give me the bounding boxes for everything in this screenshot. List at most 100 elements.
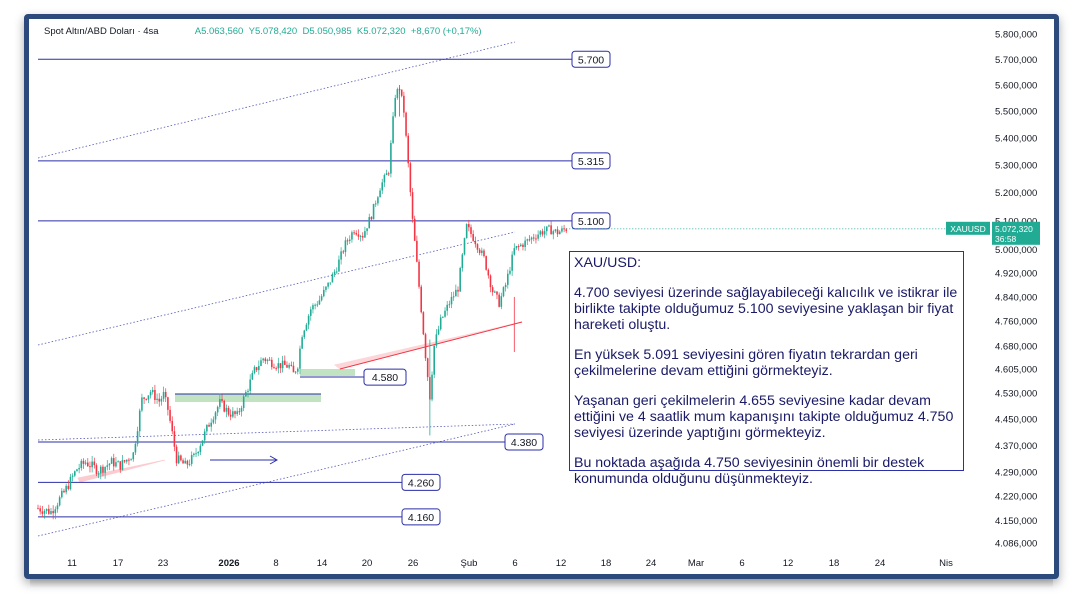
candle-body — [550, 225, 552, 235]
y-tick-label: 5.600,000 — [995, 80, 1037, 91]
candle-body — [491, 287, 494, 293]
candle-body — [340, 251, 342, 260]
candle-body — [411, 192, 414, 219]
x-tick-label: 6 — [512, 558, 517, 569]
candle-body — [452, 296, 455, 298]
x-tick-label: 23 — [158, 558, 169, 569]
candle-body — [294, 371, 297, 373]
candle-body — [50, 511, 52, 514]
candle-body — [245, 392, 247, 397]
candle-body — [303, 330, 306, 338]
candle-body — [418, 261, 420, 287]
candle-body — [433, 345, 435, 375]
x-tick-label: 8 — [273, 558, 278, 569]
candle-body — [301, 337, 303, 349]
candle-body — [504, 284, 507, 288]
y-tick-label: 5.000,000 — [995, 245, 1037, 256]
candle-body — [439, 317, 442, 330]
candle-body — [374, 203, 377, 205]
candle-body — [80, 460, 83, 469]
candle-body — [470, 227, 472, 235]
candle-body — [455, 289, 457, 297]
candle-body — [444, 310, 446, 317]
candle-body — [329, 282, 332, 284]
y-tick-label: 4.605,000 — [995, 365, 1037, 376]
candle-body — [519, 244, 522, 247]
candle-body — [483, 250, 485, 257]
y-tick-label: 4.370,000 — [995, 441, 1037, 452]
candle-body — [463, 238, 466, 255]
candle-body — [407, 135, 410, 164]
legend-close: 5.072,320 — [363, 26, 406, 37]
candle-body — [214, 412, 217, 420]
candle-body — [450, 296, 453, 305]
level-label: 5.100 — [578, 216, 604, 228]
candle-body — [489, 275, 492, 288]
level-label: 4.580 — [372, 372, 398, 384]
candle-body — [121, 460, 124, 470]
candle-body — [156, 398, 158, 400]
candle-body — [320, 296, 323, 301]
candle-body — [481, 250, 483, 253]
candle-body — [335, 271, 338, 273]
candle-body — [565, 229, 568, 232]
legend-high: 5.078,420 — [254, 26, 298, 37]
candle-body — [530, 237, 533, 240]
candle-body — [305, 324, 308, 331]
candle-body — [476, 244, 479, 250]
y-tick-label: 4.450,000 — [995, 414, 1037, 425]
candle-body — [71, 475, 74, 477]
level-label-box — [504, 433, 544, 451]
candle-body — [558, 231, 561, 235]
candle-body — [327, 282, 329, 287]
candle-body — [58, 497, 61, 506]
candle-body — [69, 476, 72, 489]
candle-body — [422, 312, 425, 335]
candle-body — [290, 364, 293, 366]
candle-body — [275, 368, 277, 370]
candle-body — [138, 410, 141, 432]
candle-body — [524, 240, 526, 247]
candle-body — [225, 407, 228, 412]
candle-body — [210, 422, 212, 427]
candle-body — [331, 274, 334, 283]
level-label: 4.160 — [408, 512, 434, 524]
candle-body — [255, 367, 258, 371]
candle-body — [532, 237, 535, 239]
candle-body — [351, 232, 353, 240]
candle-body — [563, 228, 565, 230]
x-tick-label: 24 — [646, 558, 657, 569]
y-tick-label: 5.200,000 — [995, 188, 1037, 199]
candle-body — [431, 374, 433, 400]
legend-high-label: Y — [248, 26, 255, 37]
candle-body — [364, 231, 366, 238]
candle-body — [377, 197, 379, 204]
y-tick-label: 4.760,000 — [995, 317, 1037, 328]
candle-body — [297, 368, 299, 372]
y-tick-label: 4.086,000 — [995, 539, 1037, 550]
candle-body — [370, 217, 373, 220]
y-tick-label: 4.220,000 — [995, 492, 1037, 503]
candle-body — [223, 400, 225, 412]
candle-body — [485, 256, 487, 270]
y-tick-label: 4.920,000 — [995, 269, 1037, 280]
candle-body — [271, 359, 273, 368]
candle-body — [526, 239, 529, 241]
analysis-paragraph-3: Yaşanan geri çekilmelerin 4.655 seviyesi… — [574, 393, 954, 441]
candle-body — [91, 461, 93, 468]
candle-body — [149, 392, 152, 396]
y-tick-label: 4.150,000 — [995, 516, 1037, 527]
candle-body — [361, 235, 364, 238]
channel-line — [37, 231, 516, 346]
y-tick-label: 4.290,000 — [995, 468, 1037, 479]
candle-body — [457, 289, 459, 292]
candle-body — [86, 462, 89, 467]
candle-body — [266, 359, 269, 362]
candle-body — [177, 455, 180, 464]
candle-body — [496, 291, 498, 295]
x-tick-label: 14 — [317, 558, 328, 569]
candle-body — [112, 458, 115, 467]
candle-body — [162, 391, 165, 399]
candle-body — [405, 112, 407, 136]
